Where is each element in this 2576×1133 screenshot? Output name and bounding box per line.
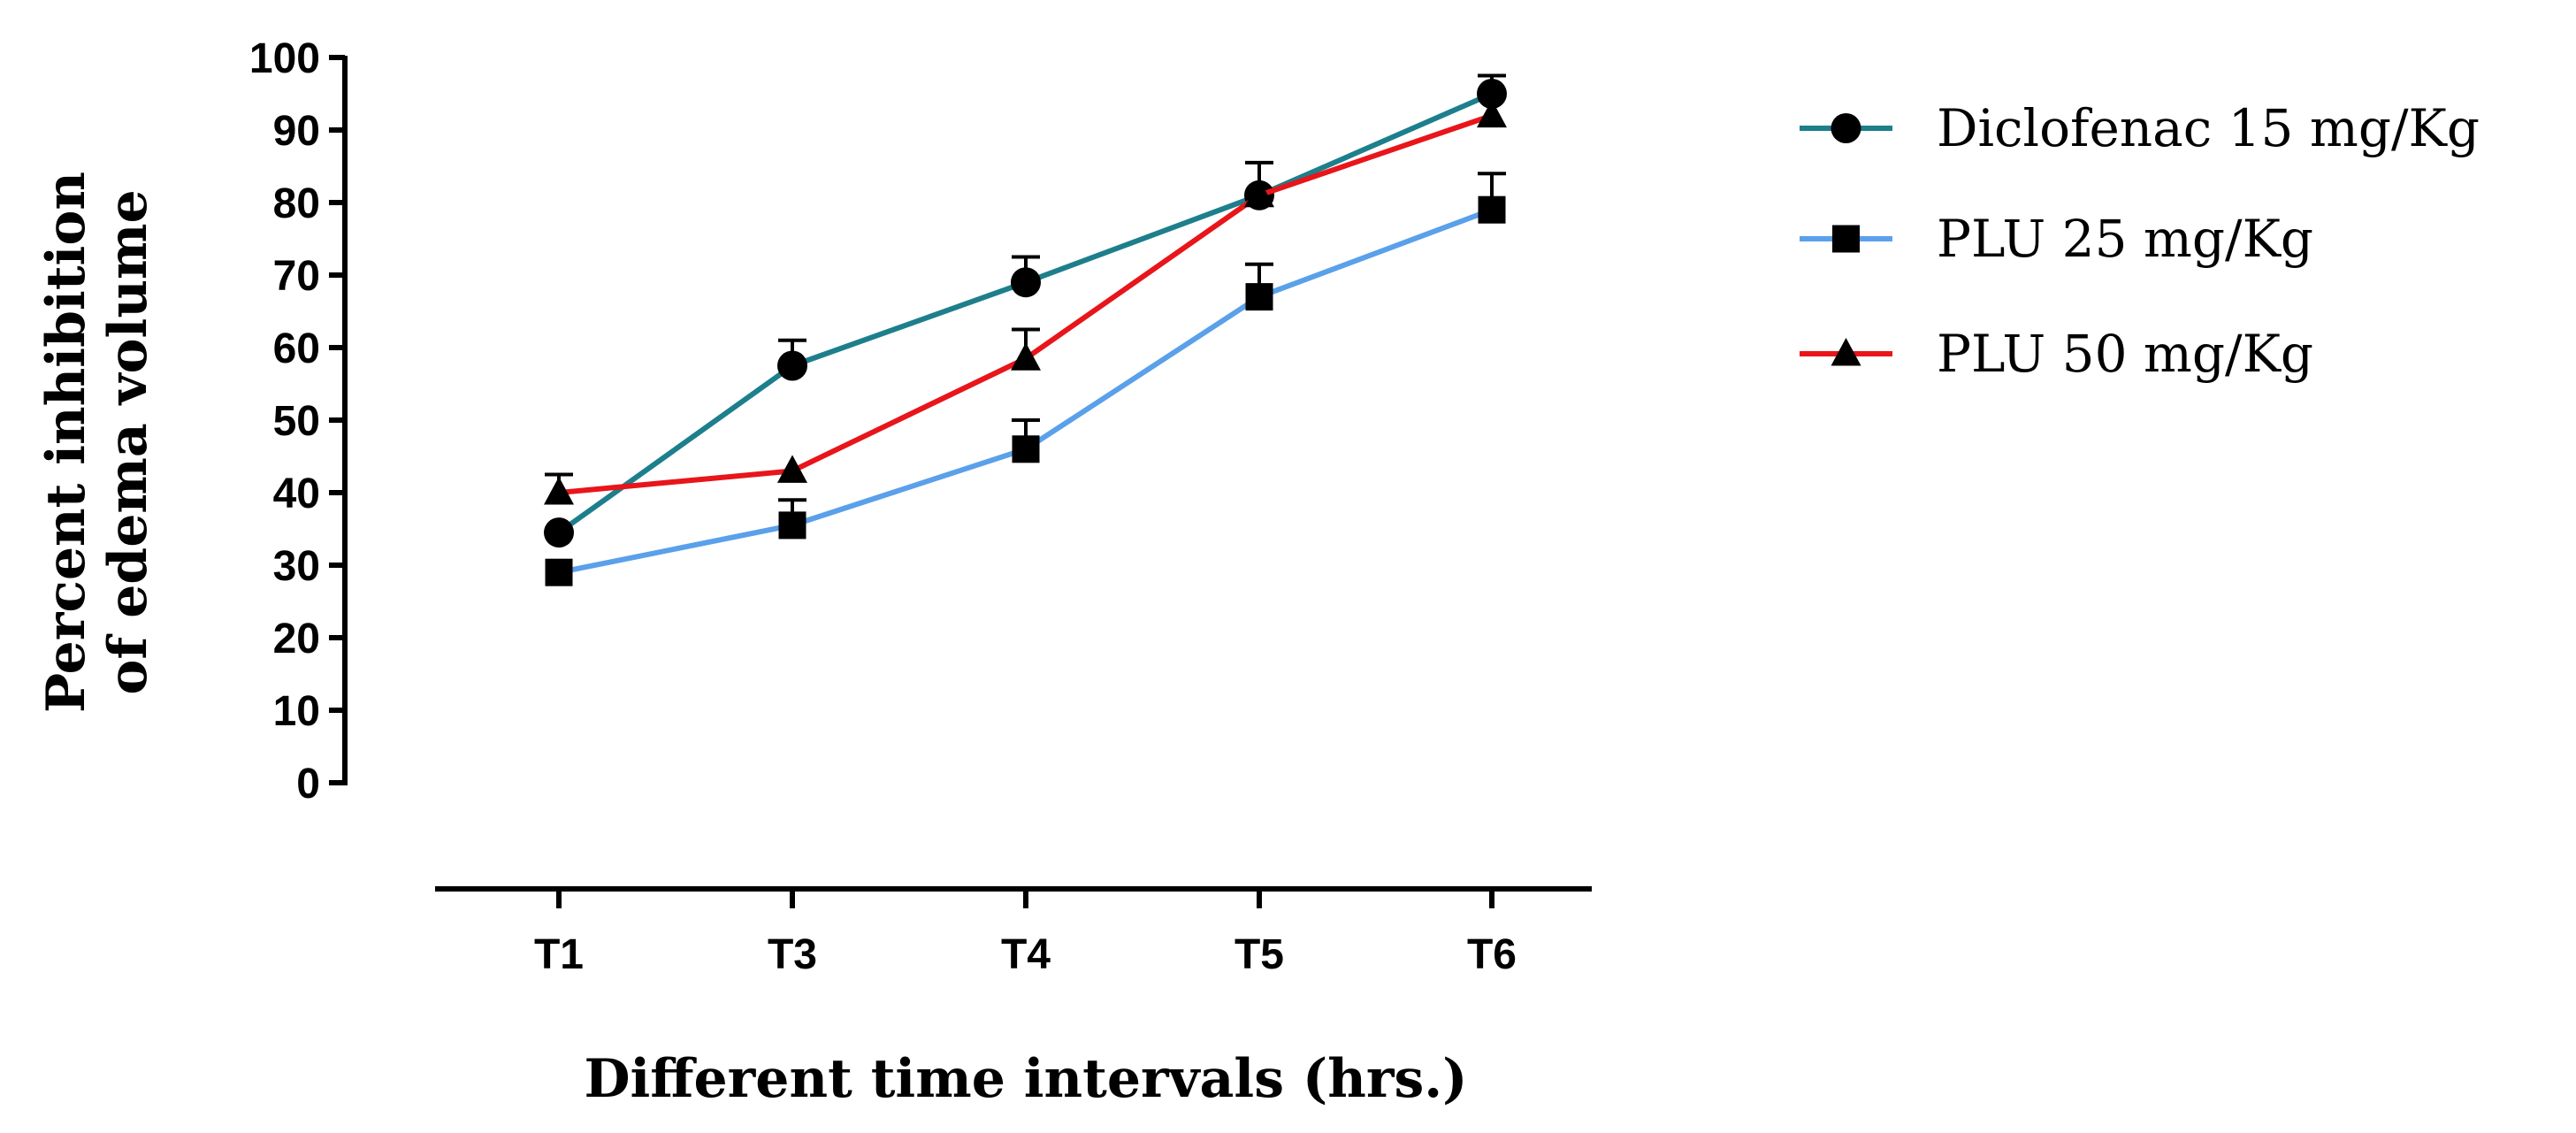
x-tick-label: T6 [1467,931,1517,978]
y-tick-label: 100 [249,35,320,82]
x-axis: T1 T3 T4 T5 T6 [435,886,1592,978]
y-tick-label: 50 [273,398,320,445]
x-axis-title: Different time intervals (hrs.) [584,1048,1467,1110]
y-tick-label: 20 [273,616,320,662]
data-point [1011,342,1041,371]
data-point [778,511,806,540]
x-tick-label: T5 [1234,931,1284,978]
data-point [1245,283,1273,311]
y-tick-label: 40 [273,471,320,517]
data-point [1011,267,1041,298]
series-3 [544,99,1507,505]
y-tick-label: 70 [273,253,320,300]
legend-marker [1832,225,1860,253]
legend-item: PLU 50 mg/Kg [1800,324,2313,384]
x-tick-label: T4 [1001,931,1051,978]
data-point [777,350,807,381]
series-2 [545,172,1506,586]
data-point [777,455,807,483]
y-tick-label: 80 [273,180,320,227]
y-axis-title-line-2: of edema volume [97,189,159,694]
data-point [1477,99,1507,128]
series-layer [544,73,1507,586]
data-point [545,558,573,586]
legend-item: Diclofenac 15 mg/Kg [1800,98,2480,158]
series-1 [544,73,1507,548]
data-point [1244,179,1274,208]
series-line [557,91,1494,535]
y-tick-label: 90 [273,108,320,155]
legend: Diclofenac 15 mg/Kg PLU 25 mg/Kg PLU 50 mg… [1800,98,2480,384]
y-tick-label: 30 [273,543,320,590]
y-tick-label: 60 [273,325,320,372]
legend-label: PLU 50 mg/Kg [1937,324,2313,384]
y-axis: 0 10 20 30 40 50 60 70 80 90 100 [249,35,348,808]
x-tick-label: T1 [534,931,584,978]
legend-marker [1831,338,1861,366]
legend-label: Diclofenac 15 mg/Kg [1937,98,2480,158]
data-point [1478,195,1506,224]
legend-item: PLU 25 mg/Kg [1800,209,2313,269]
data-point [544,517,574,548]
y-axis-title-line-1: Percent inhibition [35,172,97,713]
data-point [1012,435,1040,463]
y-tick-label: 0 [296,761,320,808]
data-point [544,477,574,505]
legend-label: PLU 25 mg/Kg [1937,209,2313,269]
x-tick-label: T3 [768,931,817,978]
y-axis-title: Percent inhibition of edema volume [35,172,159,713]
legend-marker [1831,113,1861,143]
y-tick-label: 10 [273,688,320,735]
data-point [1477,79,1507,109]
